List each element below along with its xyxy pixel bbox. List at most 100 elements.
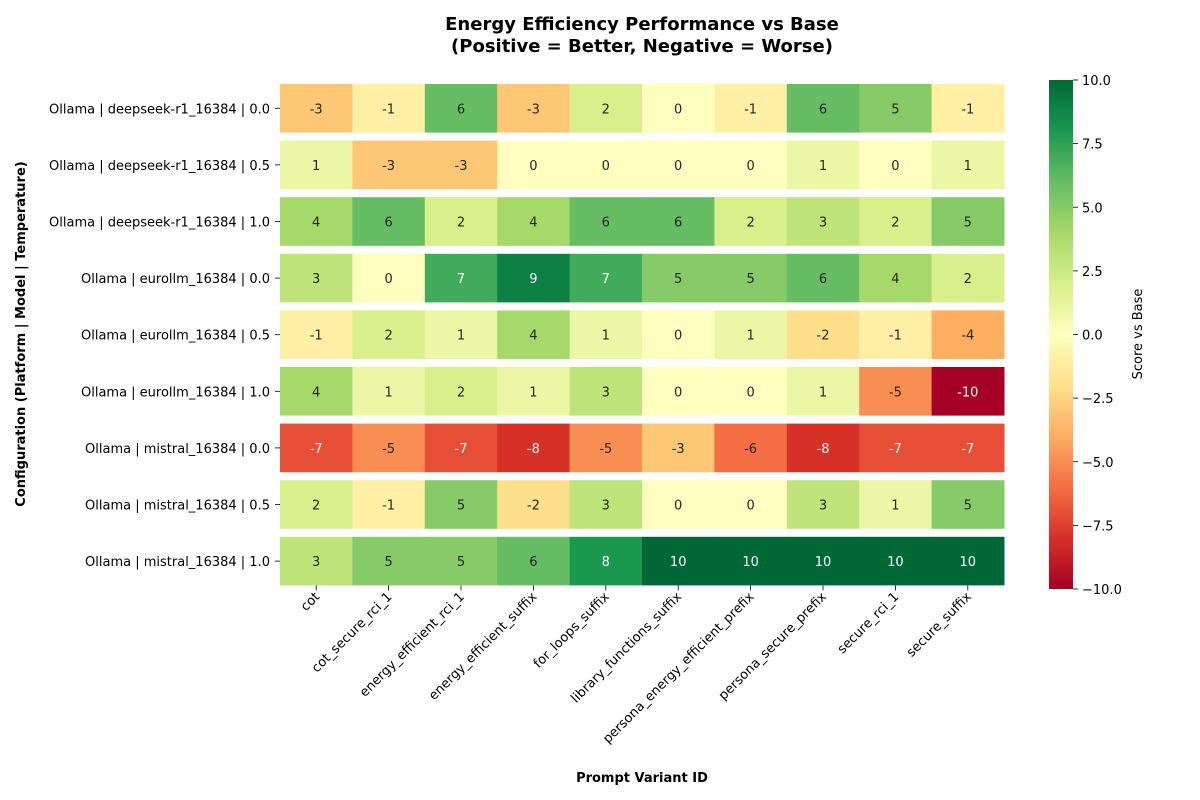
heatmap-cell [497,480,571,529]
row-tick-label: Ollama | deepseek-r1_16384 | 0.0 [49,102,270,117]
heatmap-cell [931,140,1005,190]
heatmap-cells: -3 -1 6 -3 2 0 -1 6 5 -11 -3 -3 0 0 0 0 1 0 14 6 2 4 6 6 2 3 2 53 0 7… [280,84,1005,586]
heatmap-cell [642,253,715,303]
cell-value-label: -2 [527,499,540,514]
cell-value-label: 6 [819,272,827,287]
cell-value-label: 4 [529,216,537,231]
cell-value-label: 3 [312,272,320,287]
cell-value-label: 10 [670,555,687,570]
cell-value-label: -1 [889,329,902,344]
cell-value-label: 6 [819,102,827,117]
cell-value-label: -3 [310,102,323,117]
cell-value-label: -3 [455,159,468,174]
cell-value-label: -7 [889,442,902,457]
cell-value-label: 0 [746,385,754,400]
heatmap-cell [280,423,353,473]
cell-value-label: 4 [312,385,320,400]
heatmap-cell [569,536,643,586]
cell-value-label: 5 [964,216,972,231]
heatmap-cell [714,140,788,190]
heatmap-cell [569,140,643,190]
heatmap-cell [859,140,933,190]
row-tick-label: Ollama | mistral_16384 | 1.0 [85,555,270,570]
cell-value-label: -1 [382,499,395,514]
cell-value-label: 0 [674,329,682,344]
cell-value-label: -1 [382,102,395,117]
cell-value-label: 1 [529,385,537,400]
column-tick-label: cot_secure_rci_1 [309,590,395,676]
cell-value-label: -7 [455,442,468,457]
heatmap-cell [931,367,1005,416]
cell-value-label: 2 [602,102,610,117]
cell-value-label: -3 [672,442,685,457]
cell-value-label: 4 [529,329,537,344]
cell-value-label: -1 [310,329,323,344]
heatmap-cell [569,84,643,133]
heatmap-cell [280,253,353,303]
colorbar-gradient [1049,80,1073,589]
column-tick-label: for_loops_suffix [531,589,613,671]
cell-value-label: -7 [961,442,974,457]
cell-value-label: 0 [529,159,537,174]
cell-value-label: 2 [746,216,754,231]
heatmap-cell [497,367,571,416]
cell-value-label: 0 [674,159,682,174]
cell-value-label: -1 [744,102,757,117]
heatmap-cell [352,367,426,416]
cell-value-label: -8 [817,442,830,457]
heatmap-cell [497,310,571,359]
cell-value-label: -4 [961,329,974,344]
column-tick-label: persona_energy_efficient_prefix [600,589,757,746]
heatmap-cell [859,253,933,303]
heatmap-cell [714,423,788,473]
heatmap-cell [859,367,933,416]
row-labels: Ollama | deepseek-r1_16384 | 0.0 Ollama |… [49,102,280,570]
heatmap-cell [786,423,860,473]
heatmap-cell [280,536,353,586]
y-axis-label: Configuration (Platform | Model | Temper… [14,161,29,506]
cell-value-label: 1 [891,499,899,514]
cell-value-label: 1 [312,159,320,174]
cell-value-label: 1 [602,329,610,344]
cell-value-label: 1 [384,385,392,400]
heatmap-cell [931,310,1005,359]
heatmap-cell [786,367,860,416]
column-tick-label: cot [298,590,323,615]
cell-value-label: 3 [819,216,827,231]
heatmap-cell [642,367,715,416]
cell-value-label: 1 [819,159,827,174]
cell-value-label: 7 [602,272,610,287]
cell-value-label: 2 [457,216,465,231]
cell-value-label: -5 [382,442,395,457]
colorbar-tick-label: 5.0 [1082,201,1103,216]
heatmap-cell [642,140,715,190]
cell-value-label: 0 [602,159,610,174]
cell-value-label: -5 [599,442,612,457]
cell-value-label: 2 [384,329,392,344]
colorbar: 10.0 7.5 5.0 2.5 0.0 −2.5 −5.0 −7.5 −10.0 [1049,74,1122,598]
cell-value-label: 6 [384,216,392,231]
heatmap-cell [931,253,1005,303]
heatmap-cell [569,480,643,529]
colorbar-tick-label: 2.5 [1082,265,1103,280]
row-tick-label: Ollama | deepseek-r1_16384 | 1.0 [49,216,270,231]
cell-value-label: 5 [457,499,465,514]
cell-value-label: 1 [746,329,754,344]
heatmap-cell [280,310,353,359]
cell-value-label: 4 [312,216,320,231]
heatmap-cell [714,536,788,586]
cell-value-label: 4 [891,272,899,287]
cell-value-label: -3 [382,159,395,174]
heatmap-cell [424,536,498,586]
heatmap-cell [352,423,426,473]
cell-value-label: 0 [674,385,682,400]
cell-value-label: 6 [457,102,465,117]
cell-value-label: -10 [957,385,978,400]
colorbar-label: Score vs Base [1131,289,1146,380]
heatmap-cell [859,84,933,133]
heatmap-cell [352,197,426,246]
heatmap-cell [786,140,860,190]
heatmap-cell [352,310,426,359]
heatmap-cell [280,84,353,133]
cell-value-label: 10 [960,555,977,570]
